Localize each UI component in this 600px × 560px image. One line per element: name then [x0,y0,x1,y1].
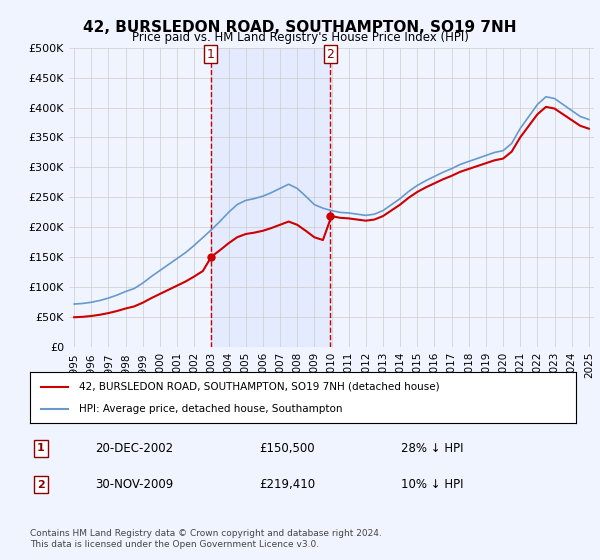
Text: 10% ↓ HPI: 10% ↓ HPI [401,478,464,491]
Text: 30-NOV-2009: 30-NOV-2009 [95,478,174,491]
Text: 1: 1 [207,48,215,60]
Text: 20-DEC-2002: 20-DEC-2002 [95,442,173,455]
Text: 1: 1 [37,444,45,454]
Text: 2: 2 [326,48,334,60]
Text: 42, BURSLEDON ROAD, SOUTHAMPTON, SO19 7NH (detached house): 42, BURSLEDON ROAD, SOUTHAMPTON, SO19 7N… [79,381,440,391]
Text: 28% ↓ HPI: 28% ↓ HPI [401,442,464,455]
Text: £150,500: £150,500 [259,442,315,455]
Text: £219,410: £219,410 [259,478,316,491]
Text: HPI: Average price, detached house, Southampton: HPI: Average price, detached house, Sout… [79,404,343,414]
Text: 42, BURSLEDON ROAD, SOUTHAMPTON, SO19 7NH: 42, BURSLEDON ROAD, SOUTHAMPTON, SO19 7N… [83,20,517,35]
Bar [211,48,330,347]
Text: 2: 2 [37,479,45,489]
Text: Price paid vs. HM Land Registry's House Price Index (HPI): Price paid vs. HM Land Registry's House … [131,31,469,44]
Text: Contains HM Land Registry data © Crown copyright and database right 2024.
This d: Contains HM Land Registry data © Crown c… [30,529,382,549]
